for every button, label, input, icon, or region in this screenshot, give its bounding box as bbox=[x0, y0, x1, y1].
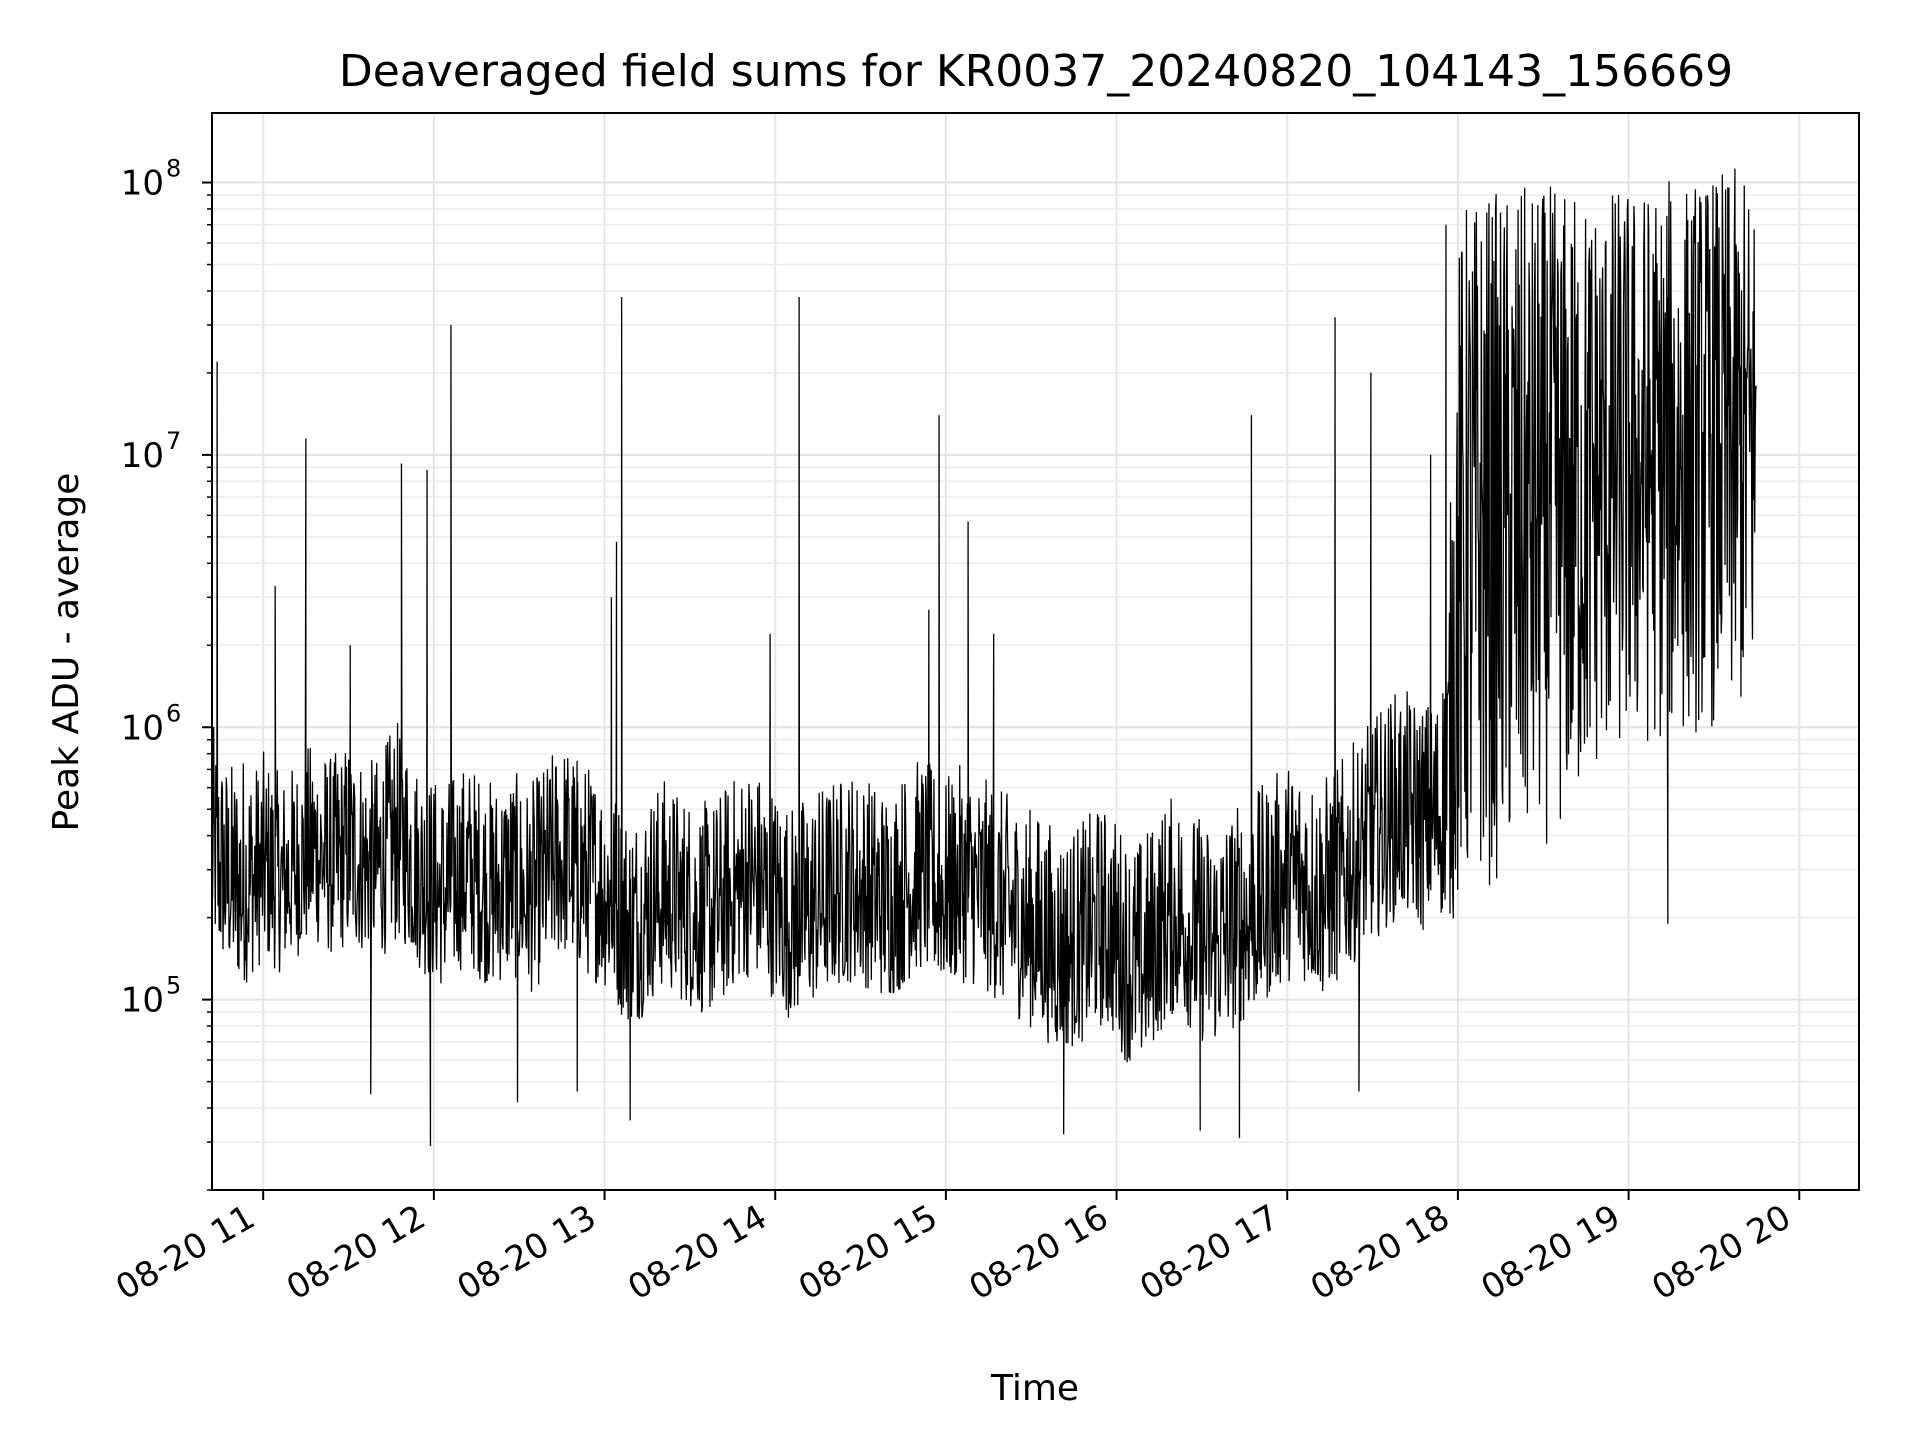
series-line bbox=[211, 168, 1757, 1147]
x-axis-label: Time bbox=[990, 1368, 1079, 1409]
y-tick-label: 10 bbox=[121, 981, 164, 1021]
plot-frame bbox=[211, 112, 1860, 1191]
y-tick-exponent: 6 bbox=[166, 699, 181, 727]
chart-title: Deaveraged field sums for KR0037_2024082… bbox=[339, 46, 1733, 97]
y-tick-label: 10 bbox=[121, 436, 164, 476]
y-tick-label: 10 bbox=[121, 164, 164, 204]
y-tick-exponent: 8 bbox=[166, 155, 181, 183]
y-axis-label: Peak ADU - average bbox=[46, 473, 87, 832]
y-tick-label: 10 bbox=[121, 708, 164, 748]
y-tick-exponent: 5 bbox=[166, 972, 181, 1000]
y-tick-exponent: 7 bbox=[166, 427, 181, 455]
series-path bbox=[211, 168, 1757, 1147]
